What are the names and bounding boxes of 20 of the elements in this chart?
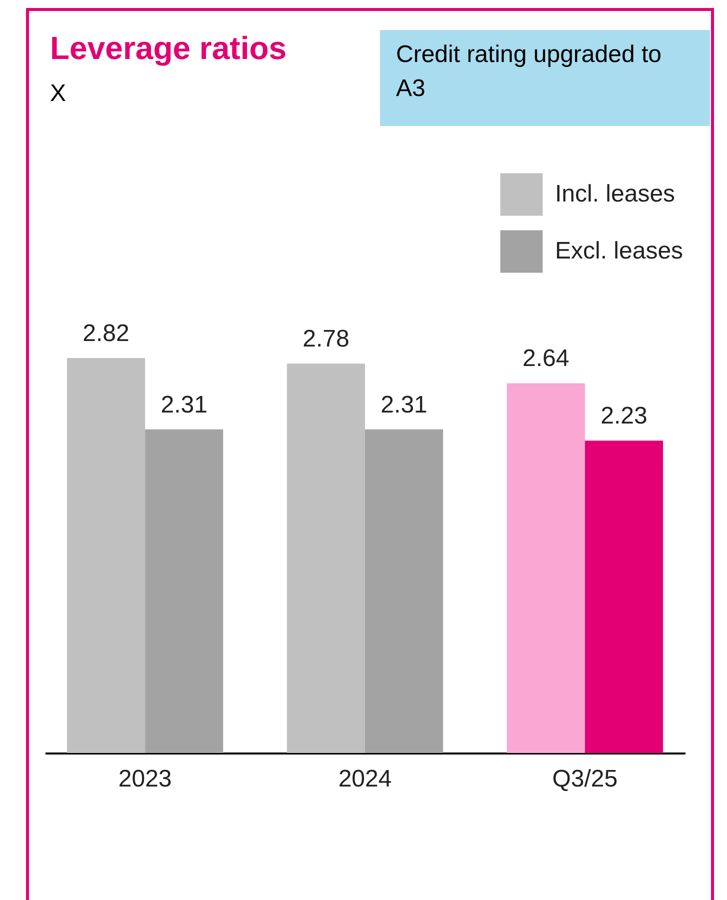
bar (286, 364, 365, 753)
data-label: 2.78 (302, 326, 350, 353)
legend-label: Excl. leases (555, 238, 684, 264)
data-label: 2.31 (160, 391, 208, 418)
bar (365, 429, 444, 753)
bar (506, 383, 585, 753)
data-label: 2.23 (600, 402, 648, 430)
x-tick-label: 2024 (338, 766, 392, 792)
bar (145, 429, 224, 753)
data-label: 2.64 (522, 345, 570, 372)
x-tick-label: 2023 (118, 766, 172, 792)
chart-subtitle: X (50, 80, 66, 108)
legend-label: Incl. leases (555, 180, 676, 208)
data-label: 2.31 (380, 391, 428, 418)
data-label: 2.82 (82, 320, 130, 347)
chart-title: Leverage ratios (50, 30, 287, 67)
bar (66, 358, 146, 753)
text: Credit rating upgraded to A3 (380, 30, 710, 126)
bar (584, 440, 664, 753)
x-tick-label: Q3/25 (552, 766, 618, 792)
